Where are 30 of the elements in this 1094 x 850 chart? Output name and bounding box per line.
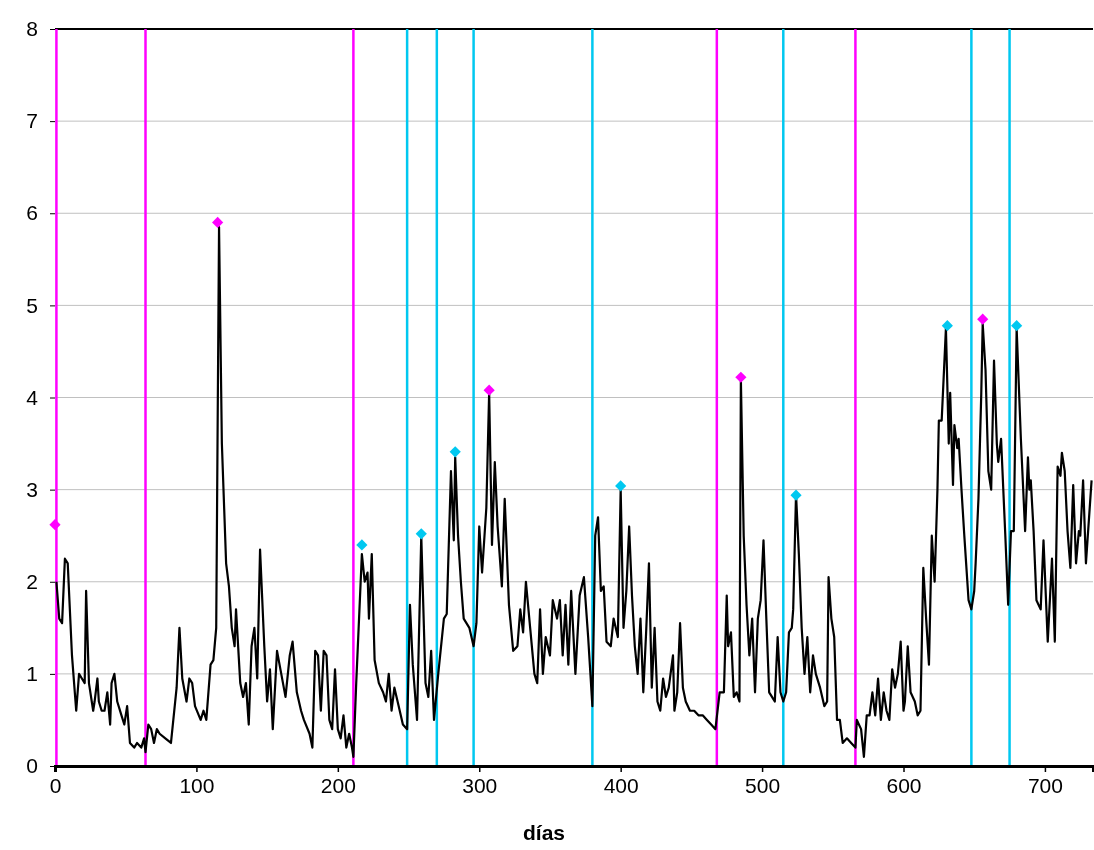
y-tick-label: 6 bbox=[26, 201, 38, 225]
x-tick-label: 0 bbox=[49, 773, 62, 797]
x-tick-label: 100 bbox=[179, 773, 215, 797]
x-axis-title: días bbox=[522, 821, 566, 844]
point bbox=[483, 384, 495, 396]
y-tick-label: 4 bbox=[26, 385, 39, 409]
x-tick-label: 500 bbox=[745, 773, 781, 797]
point bbox=[212, 216, 224, 229]
point bbox=[356, 539, 368, 551]
point bbox=[735, 371, 747, 383]
x-tick-label: 300 bbox=[462, 773, 498, 797]
x-tick-label: 400 bbox=[603, 773, 639, 797]
point bbox=[415, 528, 427, 540]
y-tick-label: 1 bbox=[26, 662, 38, 686]
x-tick-label: 200 bbox=[320, 773, 356, 797]
y-tick-label: 0 bbox=[26, 754, 38, 778]
point bbox=[449, 446, 461, 458]
y-tick-label: 2 bbox=[26, 569, 38, 593]
y-tick-label: 8 bbox=[26, 17, 38, 41]
point bbox=[1011, 320, 1023, 332]
point bbox=[790, 489, 802, 501]
point bbox=[49, 519, 61, 531]
y-tick-label: 5 bbox=[26, 293, 38, 317]
y-tick-label: 7 bbox=[26, 109, 38, 133]
x-tick-label: 700 bbox=[1027, 773, 1063, 797]
point bbox=[941, 320, 953, 332]
point bbox=[615, 480, 627, 492]
x-tick-label: 600 bbox=[886, 773, 922, 797]
y-tick-label: 3 bbox=[26, 477, 38, 501]
point bbox=[977, 313, 989, 325]
